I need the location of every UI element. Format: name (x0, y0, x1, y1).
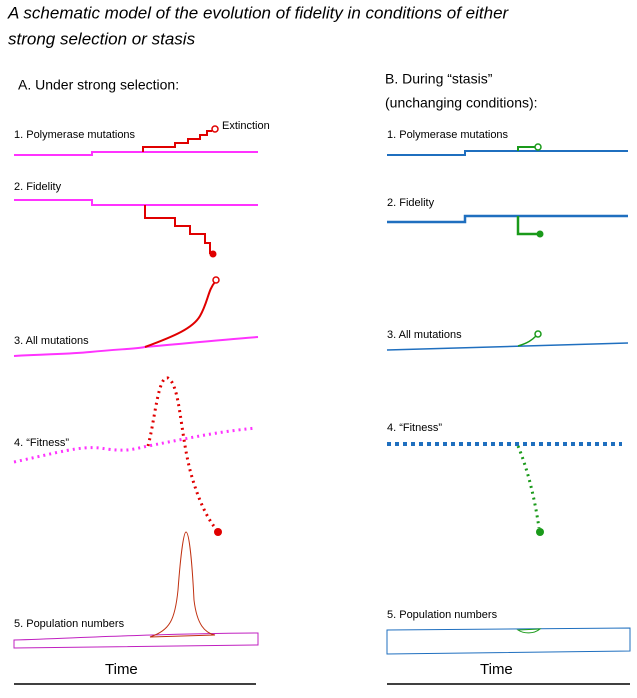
title-line: A schematic model of the evolution of fi… (7, 3, 510, 22)
row-label: 5. Population numbers (14, 618, 125, 630)
axis-label: Time (105, 661, 138, 678)
row-label: 1. Polymerase mutations (387, 129, 509, 141)
red-step (142, 130, 212, 152)
row-label: 2. Fidelity (14, 181, 62, 193)
axis-label: Time (480, 661, 513, 678)
panel-heading: B. During “stasis” (385, 71, 493, 87)
magenta-line (14, 199, 258, 206)
row-label: 2. Fidelity (387, 197, 435, 209)
panel-heading: A. Under strong selection: (18, 77, 179, 93)
green-dotted (516, 445, 541, 529)
row-label: 1. Polymerase mutations (14, 129, 136, 141)
end-circle (536, 230, 544, 238)
red-curve (144, 281, 216, 348)
green-step (516, 216, 537, 236)
end-circle (212, 276, 220, 284)
blue-line (386, 342, 629, 351)
row-label: 3. All mutations (14, 335, 89, 347)
population-peak (149, 531, 216, 638)
end-circle (534, 143, 542, 151)
end-circle (211, 125, 219, 133)
magenta-curve (13, 336, 259, 357)
green-curve (517, 335, 537, 347)
row-label: 3. All mutations (387, 329, 462, 341)
population-bar (13, 632, 259, 649)
population-bump (516, 628, 542, 634)
magenta-line (14, 151, 258, 156)
red-step (144, 205, 211, 254)
row-label: 4. “Fitness” (387, 422, 442, 434)
end-circle (209, 250, 217, 258)
end-circle (214, 528, 222, 536)
annotation: Extinction (222, 120, 270, 132)
row-label: 5. Population numbers (387, 609, 498, 621)
blue-line (387, 214, 628, 224)
end-circle (534, 330, 542, 338)
end-circle (536, 528, 544, 536)
row-label: 4. “Fitness” (14, 437, 69, 449)
population-bar (386, 627, 631, 655)
title-line: strong selection or stasis (8, 29, 196, 48)
blue-line (387, 150, 628, 156)
panel-heading: (unchanging conditions): (385, 95, 538, 111)
green-step (517, 146, 535, 151)
red-dotted (146, 376, 219, 532)
